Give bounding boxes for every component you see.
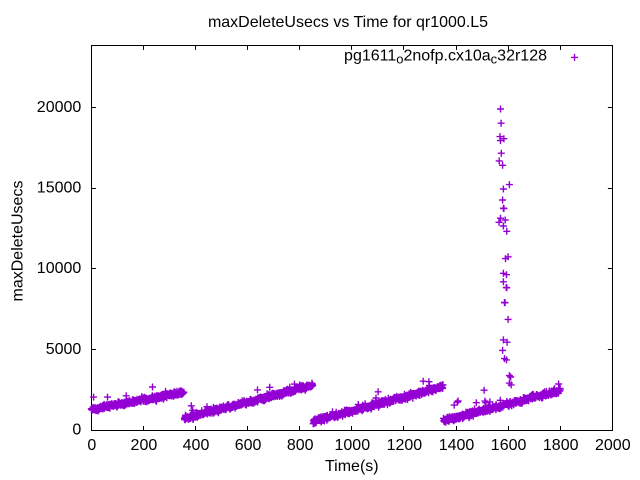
svg-text:400: 400: [183, 437, 210, 454]
svg-text:maxDeleteUsecs vs Time for qr1: maxDeleteUsecs vs Time for qr1000.L5: [208, 14, 488, 31]
svg-text:0: 0: [87, 437, 96, 454]
svg-text:5000: 5000: [46, 341, 82, 358]
svg-text:200: 200: [131, 437, 158, 454]
svg-text:15000: 15000: [37, 180, 82, 197]
svg-text:1400: 1400: [439, 437, 475, 454]
svg-text:20000: 20000: [37, 99, 82, 116]
svg-text:pg1611o2nofp.cx10ac32r128: pg1611o2nofp.cx10ac32r128: [344, 48, 547, 67]
svg-text:600: 600: [235, 437, 262, 454]
svg-text:2000: 2000: [595, 437, 631, 454]
svg-text:10000: 10000: [37, 260, 82, 277]
svg-text:1000: 1000: [335, 437, 371, 454]
svg-text:maxDeleteUsecs: maxDeleteUsecs: [10, 181, 27, 302]
svg-text:0: 0: [72, 422, 81, 439]
svg-text:1600: 1600: [491, 437, 527, 454]
svg-text:800: 800: [287, 437, 314, 454]
svg-text:Time(s): Time(s): [325, 458, 379, 475]
svg-text:1800: 1800: [543, 437, 579, 454]
svg-text:1200: 1200: [387, 437, 423, 454]
